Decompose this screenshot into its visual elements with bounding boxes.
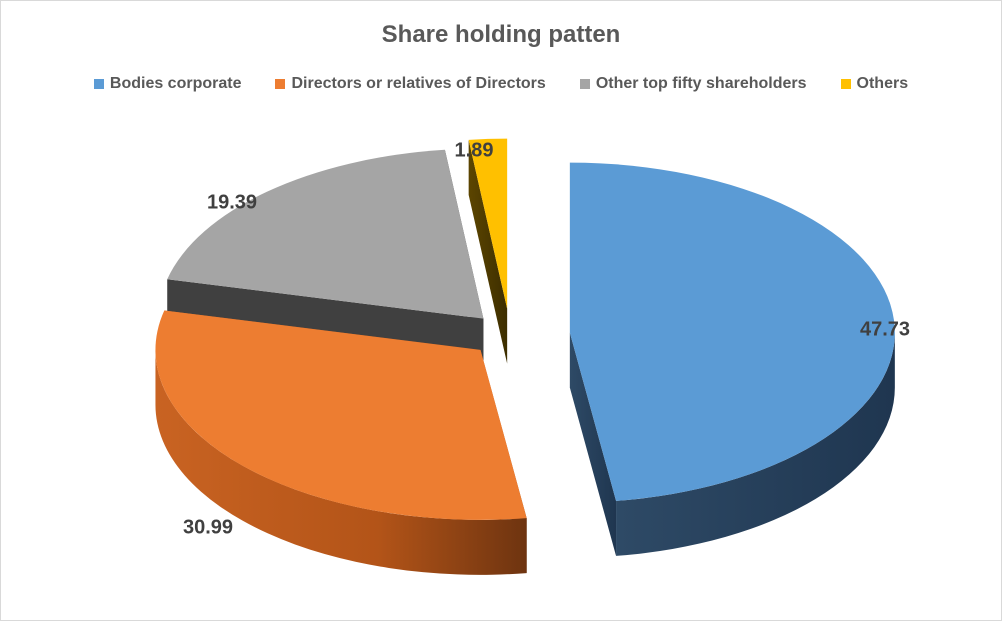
pie-slice-top-directors <box>155 310 527 520</box>
chart-title: Share holding patten <box>381 21 621 48</box>
pie-slice-bodies-corporate <box>569 162 895 556</box>
pie-slice-wall-bodies-corporate-1 <box>569 332 617 556</box>
legend-label-bodies-corporate: Bodies corporate <box>109 75 242 92</box>
pie-slice-top-bodies-corporate <box>569 162 895 501</box>
legend-swatch-other-top-fifty <box>579 79 590 89</box>
pie-slice-side-directors-0 <box>155 349 527 575</box>
legend-item-others: Others <box>840 75 909 93</box>
legend-label-directors: Directors or relatives of Directors <box>291 75 546 92</box>
legend-item-directors: Directors or relatives of Directors <box>275 75 546 93</box>
data-label-bodies-corporate: 47.73 <box>860 318 910 340</box>
legend-label-other-top-fifty: Other top fifty shareholders <box>595 75 807 92</box>
pie-slice-top-others <box>468 138 508 309</box>
data-label-other-top-fifty: 19.39 <box>207 191 257 213</box>
legend: Bodies corporate Directors or relatives … <box>1 75 1001 93</box>
pie-slice-wall-others-0 <box>468 139 508 364</box>
pie-slice-side-bodies-corporate-0 <box>616 332 895 556</box>
pie-slice-top-other-top-fifty <box>167 149 484 319</box>
legend-swatch-directors <box>275 79 286 89</box>
data-label-directors: 30.99 <box>183 516 233 538</box>
legend-swatch-bodies-corporate <box>93 79 104 89</box>
legend-item-bodies-corporate: Bodies corporate <box>93 75 242 93</box>
legend-label-others: Others <box>856 75 909 92</box>
legend-item-other-top-fifty: Other top fifty shareholders <box>579 75 807 93</box>
pie-slice-others <box>468 138 508 364</box>
data-label-others: 1.89 <box>455 139 494 161</box>
pie-slice-directors <box>155 310 527 575</box>
legend-swatch-others <box>840 79 851 89</box>
